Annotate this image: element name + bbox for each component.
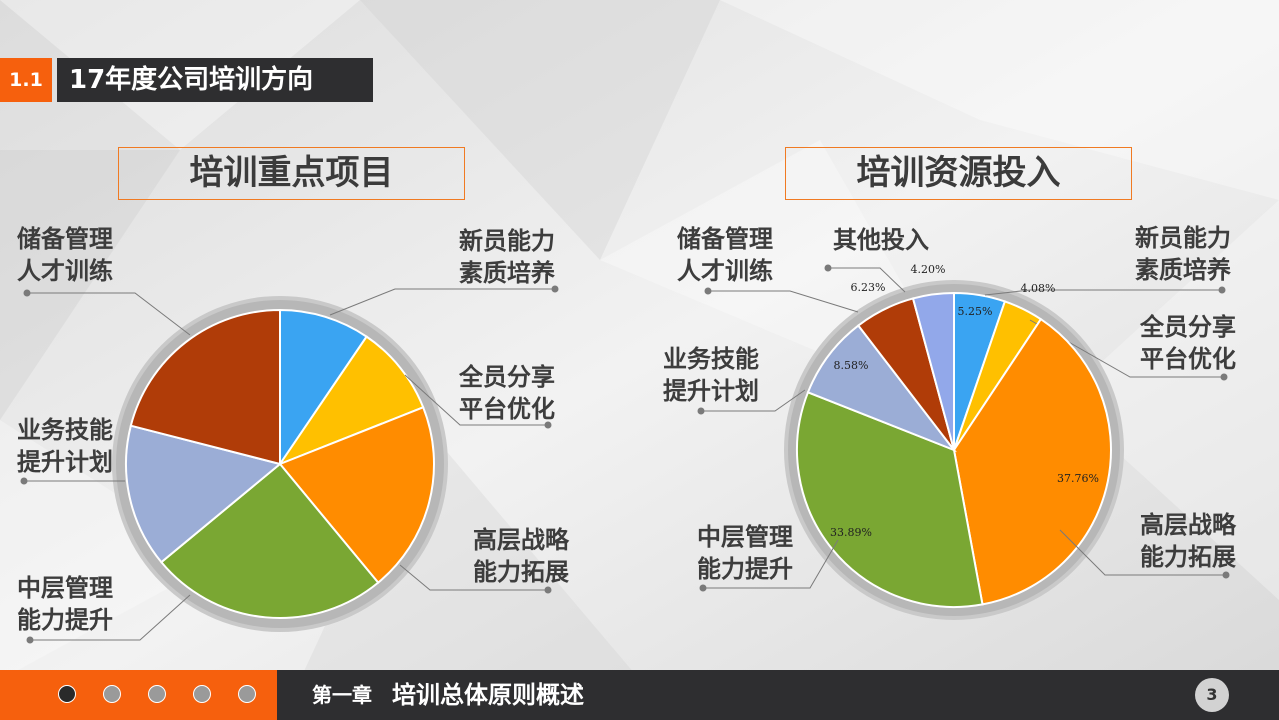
leader-line bbox=[828, 267, 906, 293]
slice-label: 平台优化 bbox=[459, 395, 555, 423]
leader-line bbox=[404, 374, 548, 426]
leader-line bbox=[1059, 529, 1226, 576]
leader-line bbox=[399, 564, 548, 591]
slice-label: 高层战略 bbox=[473, 526, 570, 554]
slice-label: 能力提升 bbox=[697, 555, 793, 583]
pie-slice bbox=[159, 462, 380, 619]
nav-dot[interactable] bbox=[58, 685, 76, 703]
data-label: 8.58% bbox=[834, 359, 869, 372]
slice-label: 素质培养 bbox=[459, 259, 555, 287]
slice-label: 提升计划 bbox=[663, 377, 759, 405]
slice-label: 储备管理 bbox=[17, 225, 113, 253]
leader-dot bbox=[26, 636, 34, 644]
pie-slice bbox=[806, 324, 957, 453]
chart-title-left: 培训重点项目 bbox=[118, 147, 465, 200]
data-label: 33.89% bbox=[830, 526, 872, 539]
slice-label: 其他投入 bbox=[833, 226, 929, 254]
section-number: 1.1 bbox=[0, 58, 52, 102]
chapter-label: 第一章 bbox=[312, 683, 372, 707]
leader-dot bbox=[544, 586, 552, 594]
leader-dot bbox=[1218, 286, 1226, 294]
slice-label: 中层管理 bbox=[17, 574, 113, 602]
slice-label: 储备管理 bbox=[677, 225, 773, 253]
pie-slice bbox=[279, 308, 368, 468]
data-label: 4.20% bbox=[911, 263, 946, 276]
chart-title-right: 培训资源投入 bbox=[785, 147, 1132, 200]
leader-dot bbox=[544, 421, 552, 429]
slice-label: 能力提升 bbox=[17, 606, 113, 634]
slice-label: 新员能力 bbox=[459, 227, 555, 255]
slice-label: 业务技能 bbox=[17, 416, 113, 444]
slice-label: 高层战略 bbox=[1140, 511, 1237, 539]
leader-dot bbox=[23, 289, 31, 297]
slice-label: 平台优化 bbox=[1140, 345, 1236, 373]
leader-dot bbox=[697, 407, 705, 415]
nav-dot[interactable] bbox=[148, 685, 166, 703]
leader-dot bbox=[704, 287, 712, 295]
leader-line bbox=[30, 594, 191, 641]
leader-dot bbox=[824, 264, 832, 272]
data-label: 5.25% bbox=[958, 305, 993, 318]
pie-slice bbox=[911, 291, 955, 451]
nav-dot[interactable] bbox=[103, 685, 121, 703]
leader-line bbox=[708, 290, 859, 313]
data-label: 37.76% bbox=[1057, 472, 1099, 485]
pie-slice bbox=[129, 308, 281, 466]
slice-label: 能力拓展 bbox=[473, 558, 569, 586]
data-label: 6.23% bbox=[851, 281, 886, 294]
leader-dot bbox=[20, 477, 28, 485]
pie-slice bbox=[278, 406, 435, 585]
pie-slice bbox=[277, 335, 425, 467]
footer-nav-bar bbox=[0, 670, 277, 720]
chapter-title: 培训总体原则概述 bbox=[392, 681, 584, 709]
slice-label: 中层管理 bbox=[697, 523, 793, 551]
leader-line bbox=[27, 292, 191, 336]
footer-title-bar bbox=[277, 670, 1279, 720]
slice-label: 业务技能 bbox=[663, 345, 759, 373]
leader-dot bbox=[699, 584, 707, 592]
leader-line bbox=[984, 289, 1222, 296]
leader-line bbox=[703, 539, 839, 589]
pie-slice bbox=[952, 317, 1112, 606]
slice-label: 素质培养 bbox=[1135, 256, 1231, 284]
slice-label: 新员能力 bbox=[1135, 224, 1231, 252]
slice-label: 全员分享 bbox=[1139, 313, 1236, 341]
leader-dot bbox=[551, 285, 559, 293]
leader-line bbox=[701, 389, 806, 412]
slice-label: 能力拓展 bbox=[1140, 543, 1236, 571]
nav-dot[interactable] bbox=[193, 685, 211, 703]
charts-canvas: 新员能力素质培养全员分享平台优化高层战略能力拓展中层管理能力提升业务技能提升计划… bbox=[17, 224, 1237, 644]
page-number: 3 bbox=[1195, 678, 1229, 712]
leader-dot bbox=[1222, 571, 1230, 579]
slice-label: 人才训练 bbox=[17, 257, 113, 285]
data-label: 4.08% bbox=[1021, 282, 1056, 295]
slice-label: 全员分享 bbox=[458, 363, 555, 391]
slice-label: 人才训练 bbox=[677, 257, 773, 285]
pie-slice bbox=[125, 424, 283, 564]
leader-line bbox=[329, 288, 555, 316]
nav-dot[interactable] bbox=[238, 685, 256, 703]
slide-title: 17年度公司培训方向 bbox=[57, 58, 373, 102]
slice-label: 提升计划 bbox=[17, 448, 113, 476]
leader-dot bbox=[1220, 373, 1228, 381]
